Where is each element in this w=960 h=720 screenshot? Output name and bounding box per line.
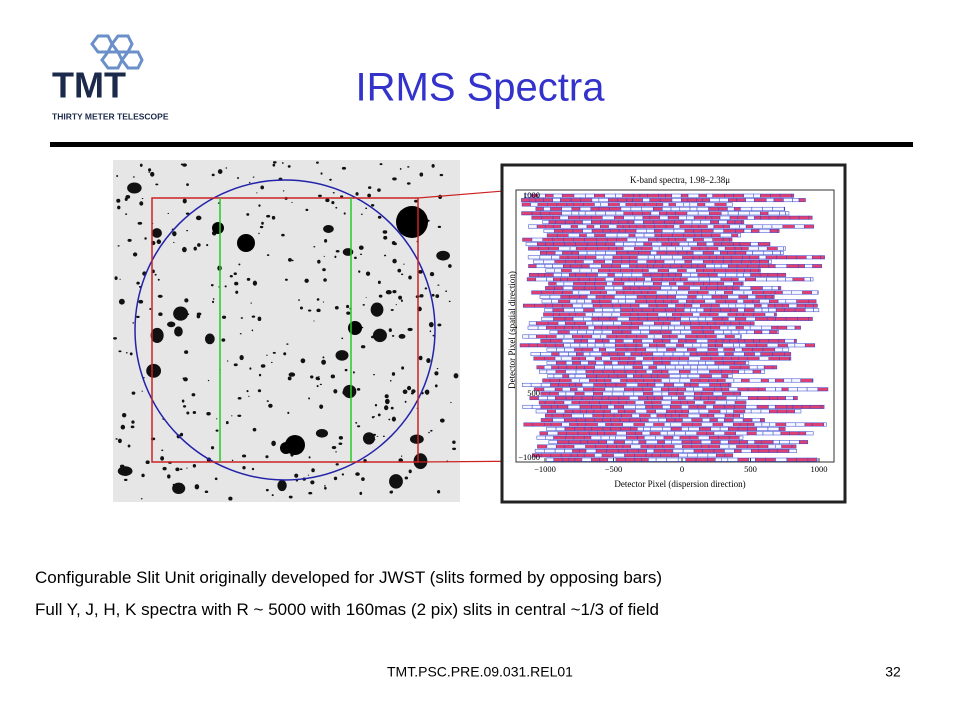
logo-mark: TMT [52, 65, 126, 106]
plot-x-label: Detector Pixel (dispersion direction) [614, 479, 745, 489]
logo-subtitle: THIRTY METER TELESCOPE [52, 111, 169, 121]
plot-y-tick-label: 1000 [523, 190, 540, 200]
logo [90, 34, 144, 70]
plot-title: K-band spectra, 1.98–2.38μ [630, 175, 730, 185]
title-rule [50, 142, 913, 147]
plot-x-tick-label: 1000 [811, 464, 828, 474]
bullet: Configurable Slit Unit originally develo… [35, 568, 663, 587]
bullet: Full Y, J, H, K spectra with R ~ 5000 wi… [35, 600, 659, 619]
plot-x-tick-label: 0 [680, 464, 684, 474]
plot-x-tick-label: −1000 [534, 464, 556, 474]
page-number: 32 [885, 664, 901, 680]
deep-field-image [113, 160, 460, 502]
plot-y-label: Detector Pixel (spatial direction) [507, 271, 517, 389]
slide-title: IRMS Spectra [356, 66, 606, 110]
plot-x-tick-label: 500 [744, 464, 757, 474]
plot-y-tick-label: −1000 [518, 452, 540, 462]
plot-y-tick-label: 500 [527, 388, 540, 398]
plot-x-tick-label: −500 [605, 464, 623, 474]
footer-doc-id: TMT.PSC.PRE.09.031.REL01 [387, 664, 573, 680]
spectra-figure [500, 163, 847, 504]
field-overlay [134, 179, 541, 481]
